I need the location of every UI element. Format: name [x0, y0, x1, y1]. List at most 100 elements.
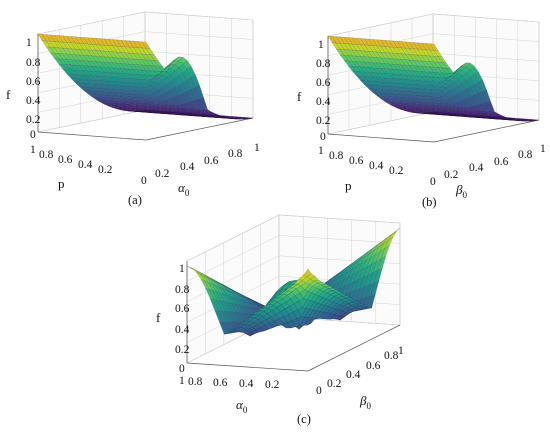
- x-tick-label: 0.4: [469, 162, 484, 174]
- surface-patch: [263, 307, 273, 314]
- surface-patch: [470, 65, 479, 75]
- z-tick-label: 0.2: [316, 115, 331, 127]
- surface-patch: [227, 330, 237, 334]
- z-tick-label: 0.8: [175, 284, 190, 296]
- surface-patch: [252, 310, 261, 316]
- surface-patch: [108, 56, 118, 64]
- surface-patch: [221, 311, 231, 323]
- surface-patch: [213, 280, 223, 289]
- surface-patch: [380, 57, 390, 65]
- surface-patch: [128, 58, 138, 65]
- surface-patch: [62, 58, 72, 66]
- surface-patch: [320, 283, 330, 287]
- surface-patch: [324, 285, 334, 289]
- surface-patch: [392, 40, 402, 48]
- surface-patch: [327, 35, 337, 44]
- surface-patch: [247, 313, 256, 319]
- y-axis-label-a: p: [58, 176, 65, 191]
- x-tick-label: 0.8: [228, 148, 243, 160]
- surface-patch: [221, 287, 231, 297]
- surface-patch: [170, 108, 179, 112]
- surface-patch: [384, 236, 394, 249]
- caption-a: (a): [128, 193, 142, 207]
- surface-patch: [230, 295, 239, 306]
- surface-patch: [289, 283, 298, 288]
- x-axis-ticks-c: 0 0.2 0.4 0.6 0.8 1: [316, 345, 404, 397]
- surface-patch: [405, 47, 414, 55]
- z-axis-label-c: f: [156, 310, 161, 325]
- surface-patch: [317, 297, 327, 305]
- z-axis-label-b: f: [297, 89, 302, 104]
- y-axis-ticks-b: 1 0.8 0.6 0.4 0.2: [318, 145, 404, 177]
- surface-patch: [238, 293, 248, 299]
- x-tick-label: 0.2: [444, 169, 459, 181]
- surface-patch: [282, 295, 291, 302]
- surface-patch: [161, 113, 171, 115]
- surface-patch: [194, 115, 204, 117]
- surface-patch: [453, 93, 463, 103]
- x-tick-label: 1: [254, 142, 260, 154]
- surface-patch: [303, 268, 312, 278]
- surface-patch: [373, 267, 383, 284]
- surface-patch: [296, 285, 305, 294]
- surface-patch: [145, 89, 155, 96]
- surface-patch: [149, 86, 159, 93]
- surface-patch: [95, 44, 105, 52]
- y-axis-label-c: α0: [236, 397, 248, 415]
- surface-patch: [363, 248, 373, 255]
- surface-patch: [166, 98, 175, 106]
- surface-patch: [341, 295, 352, 299]
- surface-patch: [272, 287, 281, 298]
- y-tick-label: 0.4: [369, 160, 384, 172]
- surface-patch: [338, 269, 347, 279]
- surface-patch: [104, 38, 114, 46]
- surface-patch: [91, 55, 101, 63]
- axis-line: [145, 117, 254, 141]
- surface-patch: [376, 39, 386, 47]
- surface-patch: [343, 54, 353, 62]
- surface-patch: [469, 105, 479, 111]
- surface-patch: [466, 62, 475, 70]
- surface-patch: [212, 279, 222, 285]
- surface-patch: [372, 62, 382, 69]
- surface-patch: [473, 104, 483, 112]
- surface-patch: [145, 70, 155, 76]
- x-tick-label: 0: [316, 385, 322, 397]
- z-tick-label: 1: [26, 37, 32, 49]
- surface-patch: [137, 53, 147, 61]
- surface-plot-b: 1 0.8 0.6 0.4 0.2 0 f 1 0.8 0.6 0.4 0.2 …: [297, 13, 546, 209]
- surface-patch: [465, 77, 475, 88]
- surface-patch: [372, 45, 382, 53]
- x-tick-label: 0.2: [155, 168, 170, 180]
- surface-patch: [178, 92, 188, 105]
- surface-patch: [441, 87, 451, 95]
- surface-patch: [41, 34, 51, 42]
- surface-patch: [41, 40, 51, 48]
- surface-patch: [298, 274, 308, 281]
- surface-patch: [87, 37, 97, 45]
- z-tick-label: 1: [318, 39, 324, 51]
- x-tick-label: 0: [430, 176, 436, 188]
- surface-patch: [74, 54, 84, 61]
- z-tick-label: 0.6: [175, 303, 190, 315]
- surface-patch: [457, 66, 467, 71]
- surface-mesh-b: [327, 35, 540, 122]
- surface-patch: [259, 307, 269, 312]
- surface-patch: [396, 58, 406, 66]
- surface-patch: [343, 268, 353, 281]
- surface-patch: [469, 84, 479, 96]
- surface-patch: [354, 268, 363, 282]
- x-tick-label: 0.2: [327, 378, 342, 390]
- surface-patch: [232, 117, 241, 119]
- surface-patch: [345, 262, 354, 269]
- y-tick-label: 0.8: [329, 150, 344, 162]
- y-tick-label: 0.6: [58, 154, 73, 166]
- surface-patch: [338, 293, 348, 297]
- surface-plot-c: 1 0.8 0.6 0.4 0.2 0 f 1 0.8 0.6 0.4 0.2 …: [156, 214, 404, 426]
- surface-patch: [343, 37, 353, 45]
- x-tick-label: 1: [398, 345, 404, 357]
- y-tick-label: 1: [318, 145, 324, 157]
- surface-patch: [62, 35, 72, 43]
- surface-patch: [437, 90, 447, 97]
- surface-patch: [220, 300, 230, 312]
